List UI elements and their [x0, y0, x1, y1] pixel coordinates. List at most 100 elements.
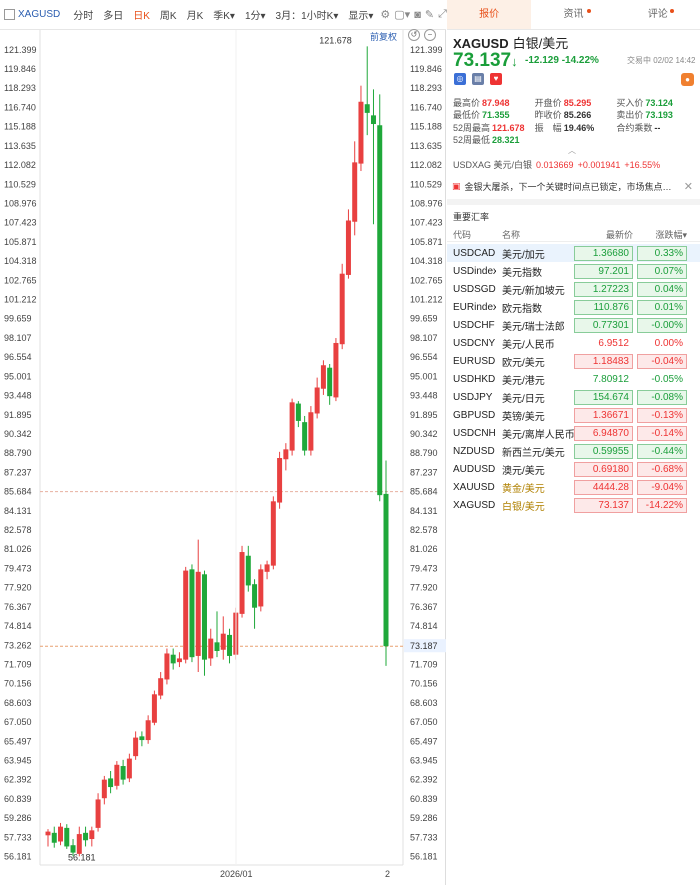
bell-icon[interactable]: ● [681, 73, 694, 86]
checkbox-icon[interactable] [4, 9, 15, 20]
table-row[interactable]: NZDUSD 新西兰元/美元 0.59955 -0.44% [447, 442, 700, 460]
y-tick-right: 76.367 [410, 602, 438, 612]
close-icon[interactable]: ✕ [683, 181, 693, 193]
candle-body [358, 101, 364, 164]
layout-icon[interactable]: ▢▾ [394, 9, 411, 21]
header-name[interactable]: 名称 [502, 229, 521, 240]
candlestick-chart[interactable]: 121.399 121.399 119.846 119.846 118.293 118.2… [0, 30, 446, 885]
y-tick-right: 68.603 [410, 698, 438, 708]
y-tick-right: 60.839 [410, 794, 438, 804]
row-code: USDindex [453, 265, 496, 277]
expand-icon[interactable]: ⤢ [438, 8, 447, 20]
row-change: -9.04% [637, 479, 687, 495]
candle-body [189, 569, 195, 658]
row-change-cell: -0.13% [637, 407, 693, 423]
heart-icon[interactable]: ♥ [490, 73, 502, 85]
stat-cell: 开盘价 85.295 [535, 96, 617, 109]
row-price: 1.36680 [574, 245, 633, 261]
interval-monthly[interactable]: 月K [186, 11, 204, 22]
table-row[interactable]: EURindex 欧元指数 110.876 0.01% [447, 298, 700, 316]
pencil-icon[interactable]: ✎ [424, 9, 435, 21]
table-row[interactable]: USDCNH 美元/离岸人民币 6.94870 -0.14% [447, 424, 700, 442]
row-price: 154.674 [574, 389, 633, 405]
candle-body [95, 799, 101, 828]
calendar-icon[interactable]: ▤ [472, 73, 484, 85]
interval-weekly[interactable]: 周K [159, 11, 177, 22]
table-row[interactable]: USDindex 美元指数 97.201 0.07% [447, 262, 700, 280]
interval-tick[interactable]: 分时 [73, 11, 94, 22]
row-change-cell: -9.04% [637, 479, 693, 495]
row-change-cell: -0.08% [637, 389, 693, 405]
y-tick-left: 108.976 [4, 198, 37, 208]
inverse-quote[interactable]: USDXAG 美元/白银 0.013669 +0.001941 +16.55% [453, 158, 660, 171]
interval-1min[interactable]: 1分▾ [244, 11, 266, 22]
candle-body [89, 830, 95, 840]
symbol-label: XAGUSD [18, 9, 61, 20]
stat-cell: 最低价 71.355 [453, 108, 535, 121]
candle-body [83, 832, 89, 841]
table-row[interactable]: GBPUSD 英镑/美元 1.36671 -0.13% [447, 406, 700, 424]
tab-news[interactable]: 资讯 [531, 0, 615, 29]
y-tick-left: 115.188 [4, 122, 36, 132]
table-row[interactable]: USDCHF 美元/瑞士法郎 0.77301 -0.00% [447, 316, 700, 334]
stat-value: 28.321 [492, 135, 520, 146]
candle-body [208, 638, 214, 659]
stat-value: 19.46% [563, 122, 595, 133]
row-change-cell: -0.05% [637, 372, 693, 387]
table-row[interactable]: USDCAD 美元/加元 1.36680 0.33% [447, 244, 700, 262]
table-row[interactable]: XAGUSD 白银/美元 73.137 -14.22% [447, 496, 700, 514]
candle-body [327, 367, 333, 397]
candle-body [308, 412, 314, 451]
row-code: USDJPY [453, 391, 493, 403]
table-row[interactable]: AUDUSD 澳元/美元 0.69180 -0.68% [447, 460, 700, 478]
symbol-selector[interactable]: XAGUSD [4, 9, 60, 20]
table-row[interactable]: EURUSD 欧元/美元 1.18483 -0.04% [447, 352, 700, 370]
table-row[interactable]: XAUUSD 黄金/美元 4444.28 -9.04% [447, 478, 700, 496]
row-price: 1.18483 [574, 353, 633, 369]
candle-body [383, 493, 389, 647]
candle-body [133, 737, 139, 757]
interval-daily[interactable]: 日K [133, 11, 150, 22]
y-tick-right: 101.212 [410, 295, 443, 305]
table-row[interactable]: USDHKD 美元/港元 7.80912 -0.05% [447, 370, 700, 388]
row-price-cell: 1.27223 [574, 281, 637, 297]
y-tick-right: 88.790 [410, 448, 438, 458]
y-tick-left: 63.945 [4, 756, 32, 766]
chart-area[interactable]: 121.399 121.399 119.846 119.846 118.293 118.2… [0, 30, 446, 885]
news-notice[interactable]: ▣ 金银大屠杀，下一个关键时间点已锁定，市场焦点… ✕ [452, 178, 695, 195]
display-menu[interactable]: 显示▾ [348, 11, 374, 22]
tab-comments[interactable]: 评论 [616, 0, 700, 29]
row-change-cell: -0.68% [637, 461, 693, 477]
y-tick-right: 119.846 [410, 64, 442, 74]
globe-icon[interactable]: ◎ [454, 73, 466, 85]
y-tick-right: 74.814 [410, 621, 438, 631]
y-tick-right: 95.001 [410, 371, 438, 381]
row-change-cell: 0.00% [637, 336, 693, 351]
header-price[interactable]: 最新价 [605, 229, 633, 240]
interval-quarterly[interactable]: 季K▾ [213, 11, 235, 22]
row-name: 英镑/美元 [502, 411, 545, 423]
interval-multiday[interactable]: 多日 [103, 11, 124, 22]
back-icon[interactable]: ↺ [408, 29, 420, 41]
y-tick-left: 119.846 [4, 64, 36, 74]
candle-body [176, 658, 182, 663]
minus-icon[interactable]: − [424, 29, 436, 41]
stat-label: 52周最高 [453, 122, 491, 133]
y-tick-left: 98.107 [4, 333, 32, 343]
header-code[interactable]: 代码 [453, 229, 472, 240]
table-row[interactable]: USDSGD 美元/新加坡元 1.27223 0.04% [447, 280, 700, 298]
gear-icon[interactable]: ⚙ [380, 9, 391, 21]
adjust-toggle[interactable]: 前复权 [370, 32, 398, 42]
last-price-value: 73.137 [453, 50, 512, 71]
header-change[interactable]: 涨跌幅▾ [655, 229, 687, 240]
stat-cell: 52周最高 121.678 [453, 121, 535, 134]
interval-range[interactable]: 3月：1小时K▾ [275, 11, 339, 22]
y-tick-right: 107.423 [410, 218, 443, 228]
camera-icon[interactable]: ◙ [414, 8, 421, 21]
table-row[interactable]: USDCNY 美元/人民币 6.9512 0.00% [447, 334, 700, 352]
y-tick-right: 96.554 [410, 352, 438, 362]
candle-body [195, 571, 201, 656]
chevron-up-icon[interactable]: ︿ [568, 146, 576, 155]
table-row[interactable]: USDJPY 美元/日元 154.674 -0.08% [447, 388, 700, 406]
tab-quote[interactable]: 报价 [447, 0, 532, 29]
